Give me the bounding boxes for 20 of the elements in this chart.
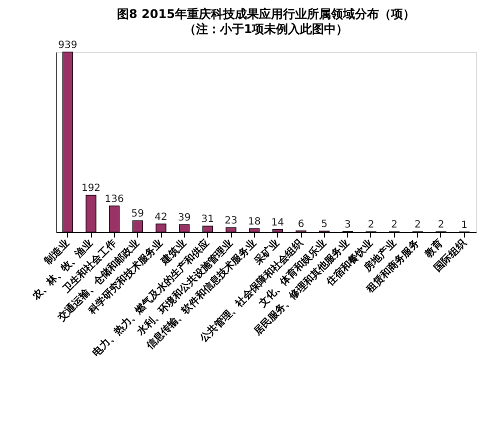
data-label: 18 (248, 216, 261, 228)
data-label: 59 (131, 208, 144, 220)
data-label: 2 (414, 220, 421, 231)
data-label: 3 (344, 219, 351, 230)
data-label: 136 (104, 194, 124, 205)
data-label: 31 (201, 214, 214, 226)
data-label: 2 (438, 220, 444, 231)
data-label: 5 (321, 219, 328, 230)
chart-title: 图8 2015年重庆科技成果应用行业所属领域分布（项） (117, 7, 415, 21)
data-label: 42 (154, 212, 168, 223)
data-label: 14 (271, 217, 284, 228)
data-label: 2 (391, 220, 398, 231)
data-label: 6 (298, 218, 304, 230)
data-label: 23 (224, 216, 238, 227)
chart-subtitle: （注：小于1项未例入此图中） (184, 22, 348, 36)
data-label: 1 (461, 220, 468, 231)
data-label: 2 (368, 220, 374, 231)
data-label: 39 (178, 212, 191, 224)
data-label: 192 (81, 183, 101, 194)
data-label: 939 (58, 40, 78, 51)
